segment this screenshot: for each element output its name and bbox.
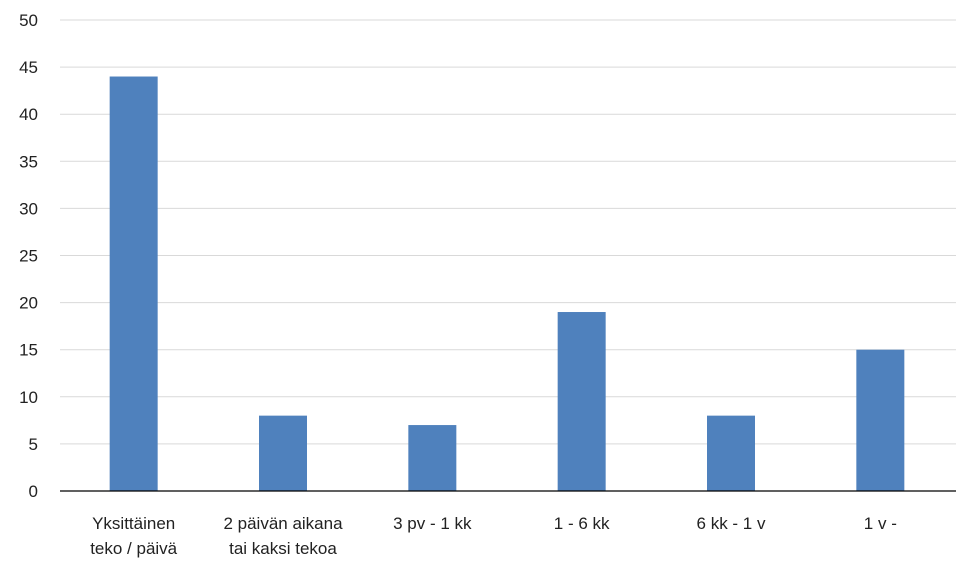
x-category-label-line: Yksittäinen: [92, 514, 175, 533]
y-tick-label: 35: [19, 152, 38, 171]
x-category-label: 1 - 6 kk: [554, 514, 610, 533]
x-category-label: 3 pv - 1 kk: [393, 514, 472, 533]
bar: [109, 76, 158, 492]
bar: [557, 312, 606, 491]
y-tick-label: 15: [19, 341, 38, 360]
y-axis-tick-labels: 0 5 10 15 20 25 30 35 40 45 50: [19, 11, 38, 501]
y-tick-label: 10: [19, 388, 38, 407]
x-axis-category-labels: Yksittäinen teko / päivä 2 päivän aikana ta…: [90, 514, 897, 558]
y-tick-label: 50: [19, 11, 38, 30]
x-category-label: 6 kk - 1 v: [697, 514, 766, 533]
x-category-label: 1 v -: [864, 514, 897, 533]
x-category-label-line: 1 v -: [864, 514, 897, 533]
bar: [408, 425, 457, 491]
x-category-label-line: teko / päivä: [90, 539, 177, 558]
y-tick-label: 40: [19, 105, 38, 124]
bars: [109, 76, 905, 492]
x-category-label: 2 päivän aikana tai kaksi tekoa: [223, 514, 343, 558]
y-tick-label: 20: [19, 294, 38, 313]
y-tick-label: 30: [19, 199, 38, 218]
x-category-label-line: 6 kk - 1 v: [697, 514, 766, 533]
x-category-label: Yksittäinen teko / päivä: [90, 514, 177, 558]
bar: [259, 415, 307, 491]
y-tick-label: 25: [19, 247, 38, 266]
y-tick-label: 0: [29, 482, 38, 501]
bar: [707, 415, 755, 491]
bar: [856, 349, 905, 491]
y-tick-label: 5: [29, 435, 38, 454]
x-category-label-line: 3 pv - 1 kk: [393, 514, 472, 533]
gridlines: [60, 19, 956, 445]
x-category-label-line: 2 päivän aikana: [223, 514, 343, 533]
x-category-label-line: tai kaksi tekoa: [229, 539, 337, 558]
x-category-label-line: 1 - 6 kk: [554, 514, 610, 533]
y-tick-label: 45: [19, 58, 38, 77]
